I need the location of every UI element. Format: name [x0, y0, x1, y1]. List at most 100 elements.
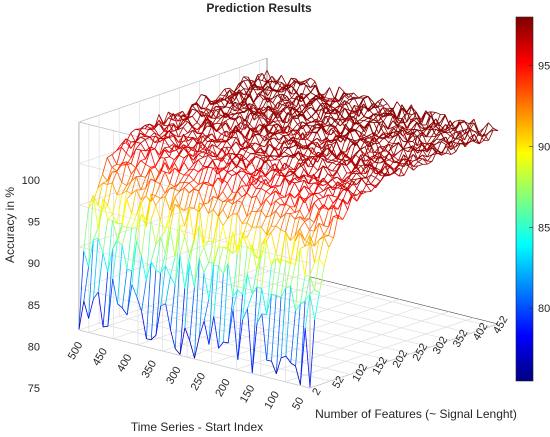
mesh-segment	[205, 109, 212, 118]
mesh-segment	[295, 81, 301, 86]
mesh-segment	[141, 311, 147, 339]
mesh-segment	[391, 101, 398, 111]
mesh-segment	[277, 108, 284, 119]
mesh-segment	[335, 113, 341, 123]
mesh-segment	[165, 276, 171, 304]
mesh-segment	[301, 114, 307, 121]
mesh-segment	[388, 156, 395, 161]
mesh-segment	[217, 167, 223, 175]
mesh-segment	[286, 103, 293, 107]
mesh-segment	[260, 210, 267, 218]
mesh-segment	[112, 240, 118, 280]
mesh-segment	[179, 327, 186, 355]
mesh-segment	[302, 156, 309, 161]
mesh-segment	[356, 165, 362, 172]
mesh-segment	[111, 154, 118, 165]
mesh-segment	[268, 134, 275, 139]
mesh-segment	[188, 209, 195, 243]
mesh-segment	[210, 106, 217, 111]
mesh-segment	[97, 238, 104, 253]
mesh-segment	[202, 132, 208, 139]
mesh-segment	[348, 103, 355, 113]
mesh-segment	[274, 170, 280, 172]
mesh-segment	[188, 152, 194, 157]
mesh-segment	[312, 141, 318, 144]
mesh-segment	[225, 130, 232, 134]
mesh-segment	[197, 148, 203, 153]
mesh-segment	[407, 129, 413, 133]
mesh-segment	[111, 166, 118, 172]
mesh-segment	[184, 262, 190, 328]
mesh-segment	[169, 183, 175, 188]
mesh-segment	[229, 87, 235, 93]
mesh-segment	[342, 209, 348, 220]
mesh-segment	[102, 198, 108, 206]
mesh-segment	[102, 182, 108, 185]
mesh-segment	[258, 110, 264, 113]
mesh-segment	[201, 94, 207, 97]
mesh-segment	[332, 181, 338, 188]
mesh-segment	[311, 138, 318, 143]
mesh-segment	[431, 128, 437, 137]
mesh-segment	[179, 206, 185, 211]
mesh-segment	[149, 126, 155, 130]
mesh-segment	[271, 295, 277, 362]
mesh-segment	[450, 142, 456, 150]
mesh-segment	[179, 187, 185, 192]
mesh-segment	[317, 152, 323, 155]
mesh-segment	[478, 132, 485, 141]
mesh-segment	[326, 141, 332, 155]
mesh-segment	[264, 143, 270, 154]
mesh-segment	[435, 128, 442, 134]
mesh-segment	[334, 100, 340, 103]
mesh-segment	[116, 226, 123, 240]
mesh-segment	[311, 131, 317, 134]
mesh-segment	[221, 140, 227, 143]
mesh-segment	[150, 181, 156, 202]
mesh-segment	[318, 184, 324, 186]
mesh-segment	[117, 245, 123, 304]
mesh-segment	[184, 192, 190, 211]
mesh-segment	[341, 160, 347, 165]
mesh-segment	[313, 177, 319, 182]
mesh-segment	[291, 80, 297, 85]
mesh-segment	[301, 123, 308, 130]
mesh-segment	[206, 125, 213, 139]
mesh-segment	[291, 95, 298, 109]
mesh-segment	[243, 89, 250, 100]
mesh-segment	[275, 229, 282, 254]
mesh-segment	[245, 153, 251, 160]
mesh-segment	[420, 112, 427, 123]
mesh-segment	[388, 151, 395, 161]
mesh-segment	[233, 83, 240, 93]
mesh-segment	[170, 329, 176, 349]
mesh-segment	[323, 236, 330, 248]
mesh-segment	[292, 133, 298, 136]
mesh-segment	[290, 285, 296, 311]
mesh-segment	[304, 294, 311, 329]
mesh-segment	[379, 166, 386, 174]
mesh-segment	[236, 196, 243, 202]
z-tick-label: 95	[28, 217, 40, 229]
mesh-segment	[402, 135, 408, 142]
mesh-segment	[474, 141, 480, 145]
mesh-segment	[88, 194, 94, 209]
mesh-segment	[153, 120, 160, 130]
mesh-segment	[323, 194, 329, 198]
mesh-segment	[168, 134, 174, 138]
mesh-segment	[309, 243, 315, 247]
mesh-segment	[441, 141, 447, 145]
mesh-segment	[373, 137, 380, 142]
mesh-segment	[251, 175, 257, 185]
mesh-segment	[174, 191, 180, 198]
mesh-segment	[145, 136, 151, 138]
mesh-segment	[203, 272, 210, 300]
mesh-segment	[284, 194, 291, 206]
mesh-segment	[217, 177, 223, 181]
mesh-segment	[106, 171, 113, 182]
mesh-segment	[403, 158, 409, 166]
mesh-segment	[324, 87, 330, 95]
mesh-segment	[179, 182, 185, 192]
mesh-segment	[248, 103, 255, 116]
mesh-segment	[406, 112, 413, 123]
